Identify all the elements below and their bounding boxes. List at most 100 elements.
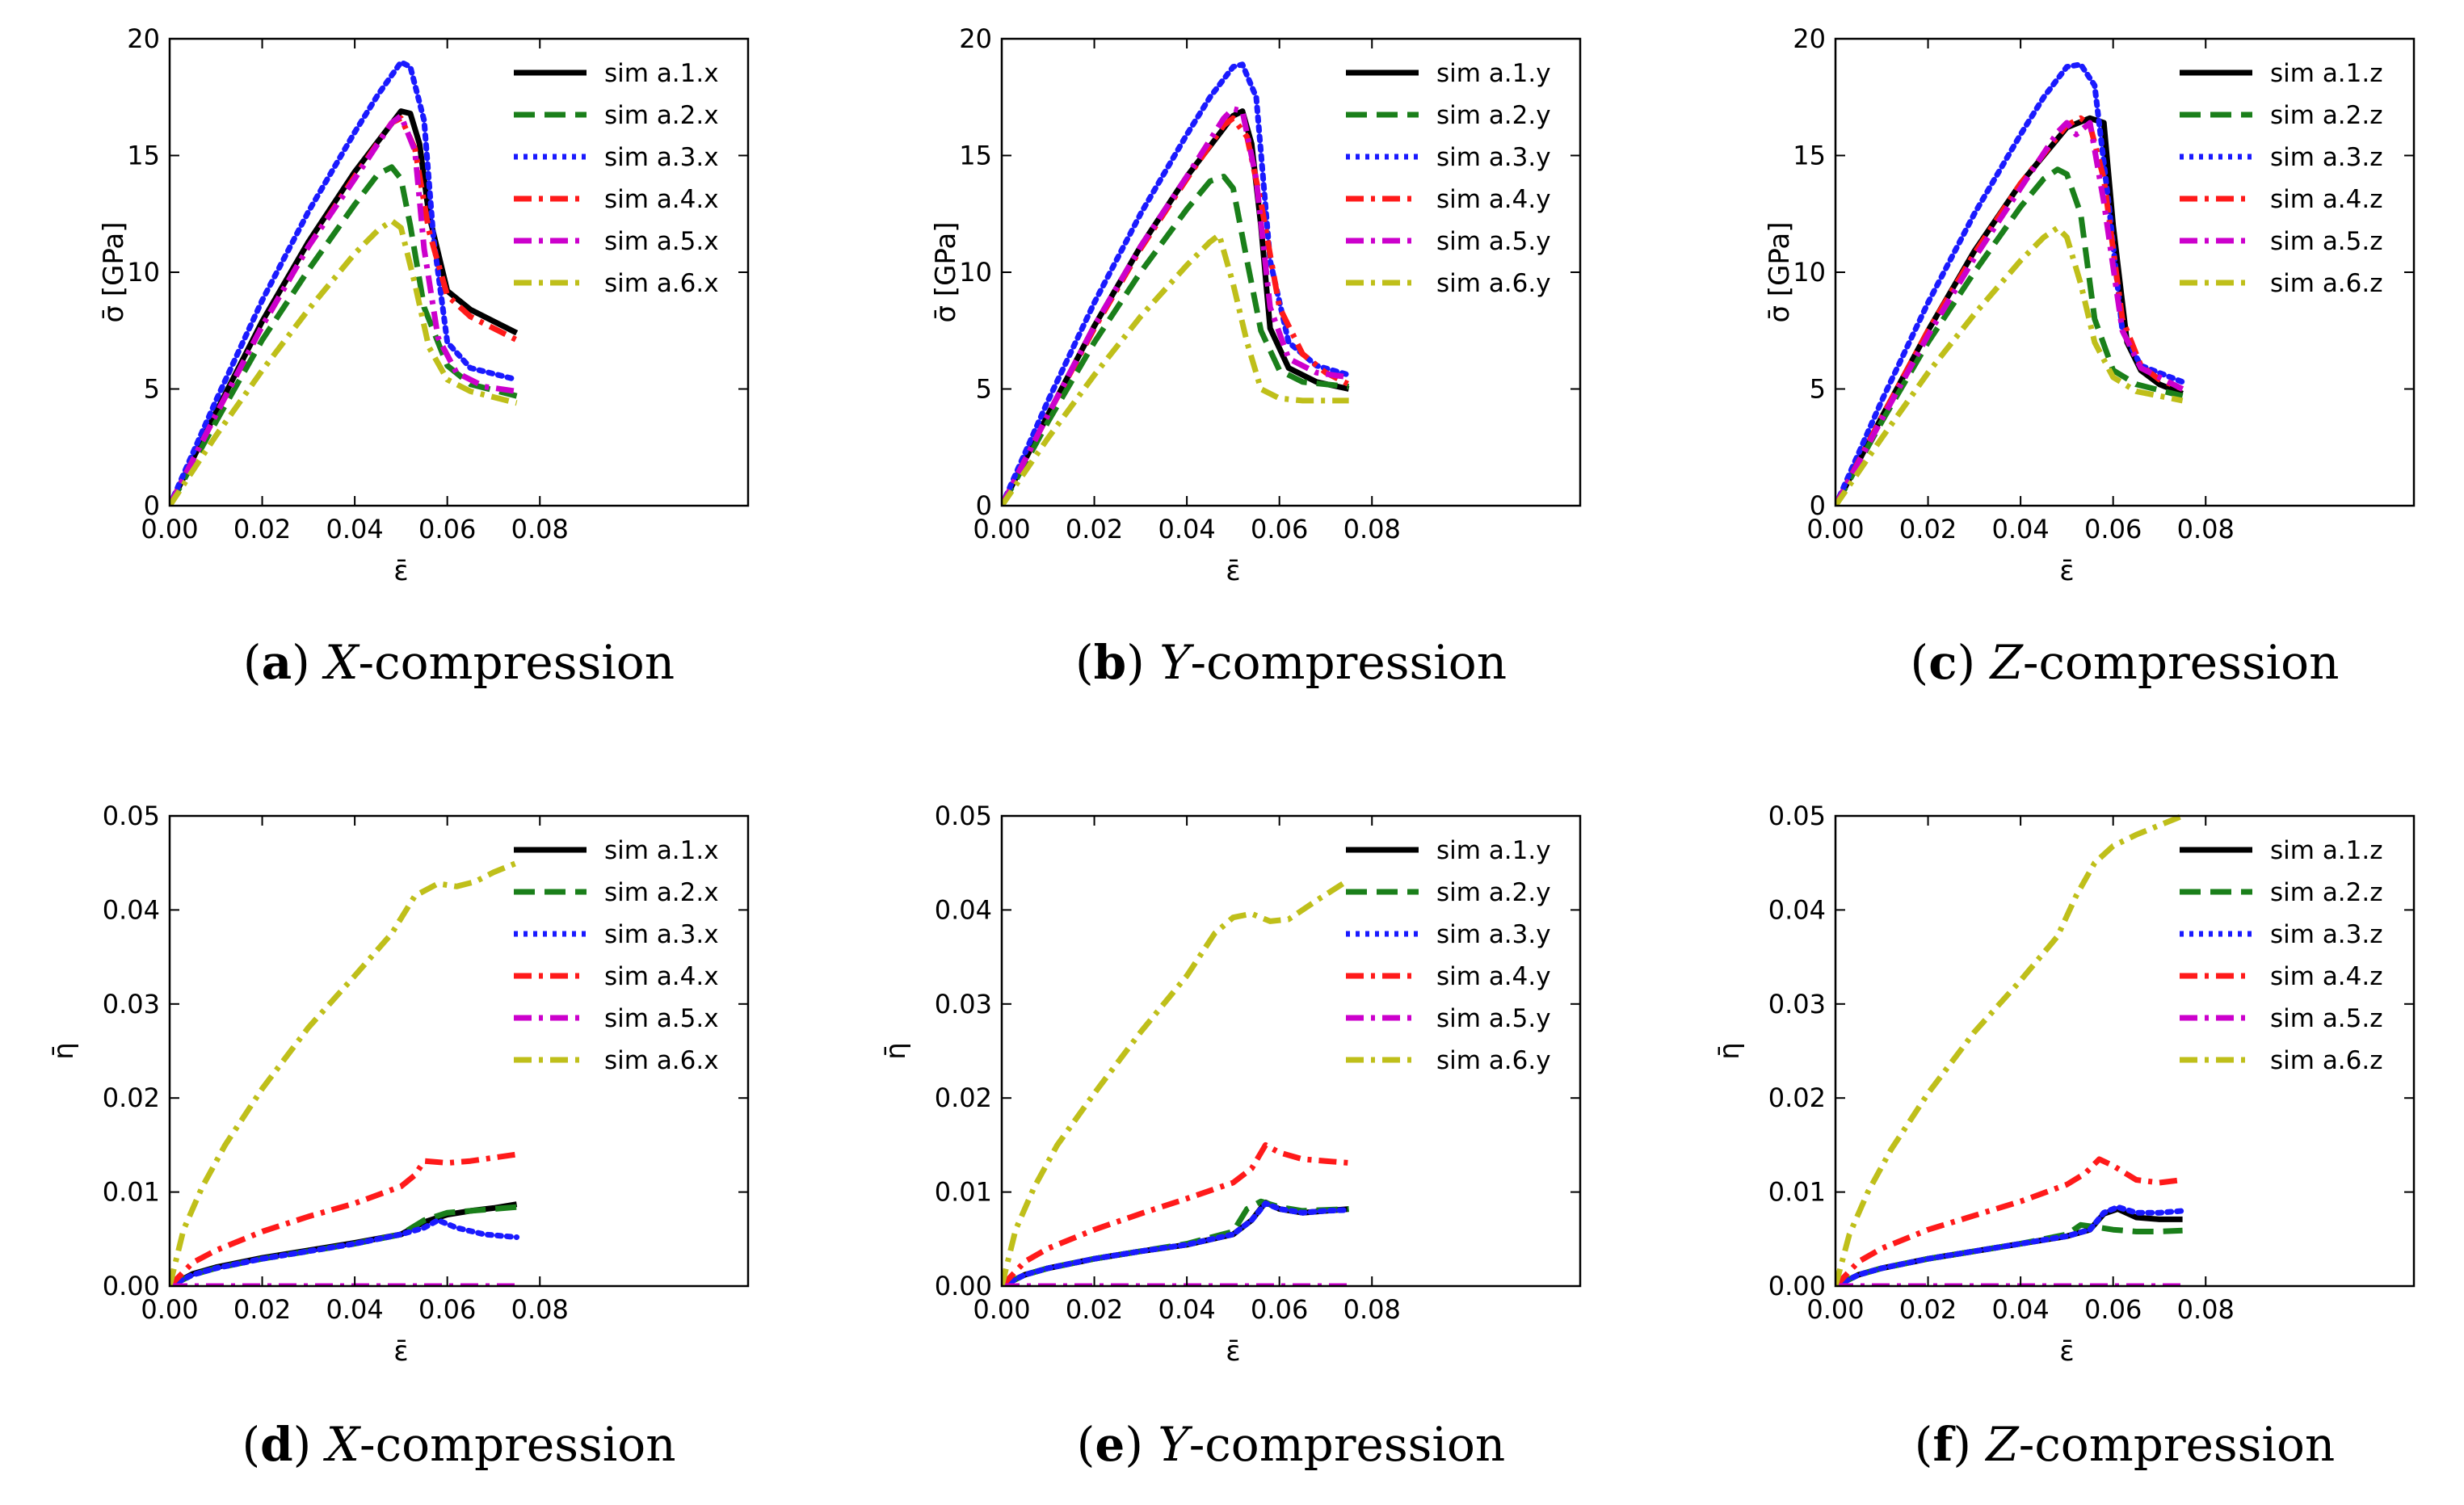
caption-part: -compression xyxy=(359,635,675,690)
legend-entry: sim a.4.y xyxy=(1436,962,1551,991)
caption-part: c xyxy=(1928,635,1957,690)
legend-entry: sim a.6.z xyxy=(2270,1046,2383,1075)
series-line-f-4 xyxy=(1835,1156,2184,1286)
legend-entry: sim a.6.z xyxy=(2270,269,2383,298)
caption-part: ( xyxy=(242,1417,260,1472)
y-tick-label: 5 xyxy=(144,374,160,405)
series-line-d-6 xyxy=(170,860,518,1286)
panel-caption: (c) Z-compression xyxy=(1911,635,2340,690)
series-group xyxy=(170,860,520,1286)
caption-part: ( xyxy=(1075,635,1094,690)
series-group xyxy=(1002,61,1352,506)
x-tick-label: 0.08 xyxy=(511,1294,569,1325)
series-group xyxy=(1002,877,1352,1286)
legend-entry: sim a.6.x xyxy=(604,269,719,298)
legend-entry: sim a.6.x xyxy=(604,1046,719,1075)
legend-entry: sim a.6.y xyxy=(1436,1046,1551,1075)
x-tick-label: 0.06 xyxy=(2084,1294,2142,1325)
caption-part: f xyxy=(1932,1417,1956,1472)
panel-caption: (f) Z-compression xyxy=(1915,1417,2336,1472)
legend-entry: sim a.4.z xyxy=(2270,185,2383,214)
x-tick-label: 0.06 xyxy=(1251,514,1308,544)
caption-part: X xyxy=(323,1417,362,1472)
caption-part: ) xyxy=(1957,635,1991,690)
series-line-b-6 xyxy=(1002,232,1349,506)
y-axis-label: σ̄ [GPa] xyxy=(930,221,962,322)
y-tick-label: 0.03 xyxy=(1768,989,1826,1019)
y-tick-label: 0 xyxy=(144,490,160,521)
series-line-a-1 xyxy=(170,108,519,506)
caption-part: -compression xyxy=(1191,635,1507,690)
axes-frame xyxy=(168,814,750,1288)
y-axis-label: σ̄ [GPa] xyxy=(1764,221,1796,322)
x-tick-label: 0.02 xyxy=(1899,1294,1957,1325)
y-tick-label: 0.04 xyxy=(103,894,160,925)
caption-part: Z xyxy=(1984,1417,2020,1472)
caption-part: ( xyxy=(243,635,262,690)
y-tick-label: 0 xyxy=(976,490,992,521)
x-tick-label: 0.04 xyxy=(1158,514,1215,544)
y-tick-label: 0.00 xyxy=(935,1271,992,1301)
caption-part: a xyxy=(262,635,292,690)
x-tick-label: 0.08 xyxy=(2177,514,2235,544)
legend-entry: sim a.4.x xyxy=(604,185,719,214)
legend-entry: sim a.1.x xyxy=(604,836,719,865)
legend-entry: sim a.5.y xyxy=(1436,1004,1551,1033)
legend-entry: sim a.5.x xyxy=(604,1004,719,1033)
x-tick-label: 0.02 xyxy=(1899,514,1957,544)
x-axis-label: ε̄ xyxy=(393,555,408,587)
y-tick-label: 0.00 xyxy=(103,1271,160,1301)
series-line-c-1 xyxy=(1835,115,2184,506)
legend-entry: sim a.1.z xyxy=(2270,836,2383,865)
y-axis-label: η̄ xyxy=(880,1042,912,1060)
series-line-c-6 xyxy=(1835,225,2184,506)
y-axis-label: η̄ xyxy=(1713,1042,1746,1060)
series-line-b-1 xyxy=(1002,108,1350,506)
caption-part: ( xyxy=(1077,1417,1095,1472)
series-line-a-4 xyxy=(170,115,519,506)
y-tick-label: 0.01 xyxy=(1768,1177,1826,1208)
x-tick-label: 0.02 xyxy=(233,514,291,544)
x-tick-label: 0.00 xyxy=(973,514,1030,544)
panel-caption: (d) X-compression xyxy=(242,1417,675,1472)
legend-entry: sim a.1.y xyxy=(1436,836,1551,865)
x-tick-label: 0.04 xyxy=(326,514,383,544)
x-axis-label: ε̄ xyxy=(2059,1335,2074,1368)
caption-part: -compression xyxy=(2023,635,2340,690)
axes-frame xyxy=(1000,814,1582,1288)
series-line-c-3 xyxy=(1835,61,2186,506)
y-tick-label: 15 xyxy=(1793,141,1826,171)
caption-part: Y xyxy=(1159,635,1194,690)
caption-part: Z xyxy=(1989,635,2025,690)
series-group xyxy=(170,59,520,506)
y-tick-label: 10 xyxy=(959,257,992,288)
y-tick-label: 0.02 xyxy=(935,1083,992,1113)
series-line-b-3 xyxy=(1002,61,1352,506)
caption-part: ) xyxy=(1953,1417,1986,1472)
x-tick-label: 0.04 xyxy=(1991,514,2049,544)
series-line-b-5 xyxy=(1002,106,1350,506)
series-group xyxy=(1835,813,2186,1286)
y-tick-label: 10 xyxy=(127,257,160,288)
legend-entry: sim a.2.y xyxy=(1436,101,1551,130)
caption-part: -compression xyxy=(2019,1417,2336,1472)
x-tick-label: 0.02 xyxy=(1066,1294,1123,1325)
legend-entry: sim a.3.y xyxy=(1436,920,1551,949)
x-tick-label: 0.02 xyxy=(233,1294,291,1325)
x-tick-label: 0.06 xyxy=(2084,514,2142,544)
x-tick-label: 0.02 xyxy=(1066,514,1123,544)
x-tick-label: 0.00 xyxy=(973,1294,1030,1325)
caption-part: ) xyxy=(292,635,325,690)
legend-entry: sim a.2.x xyxy=(604,101,719,130)
chart-panel-c: 0.00 0.02 0.04 0.06 0.08 0 5 10 15 20 ε̄ σ̄ [GPa] si… xyxy=(1764,23,2416,690)
y-tick-label: 0.02 xyxy=(1768,1083,1826,1113)
y-tick-label: 0.03 xyxy=(935,989,992,1019)
series-group xyxy=(1835,61,2186,506)
x-axis-label: ε̄ xyxy=(393,1335,408,1368)
legend-entry: sim a.4.z xyxy=(2270,962,2383,991)
caption-part: ) xyxy=(1126,635,1159,690)
legend-entry: sim a.3.z xyxy=(2270,143,2383,172)
series-line-f-3 xyxy=(1835,1204,2186,1286)
y-tick-label: 0.01 xyxy=(103,1177,160,1208)
